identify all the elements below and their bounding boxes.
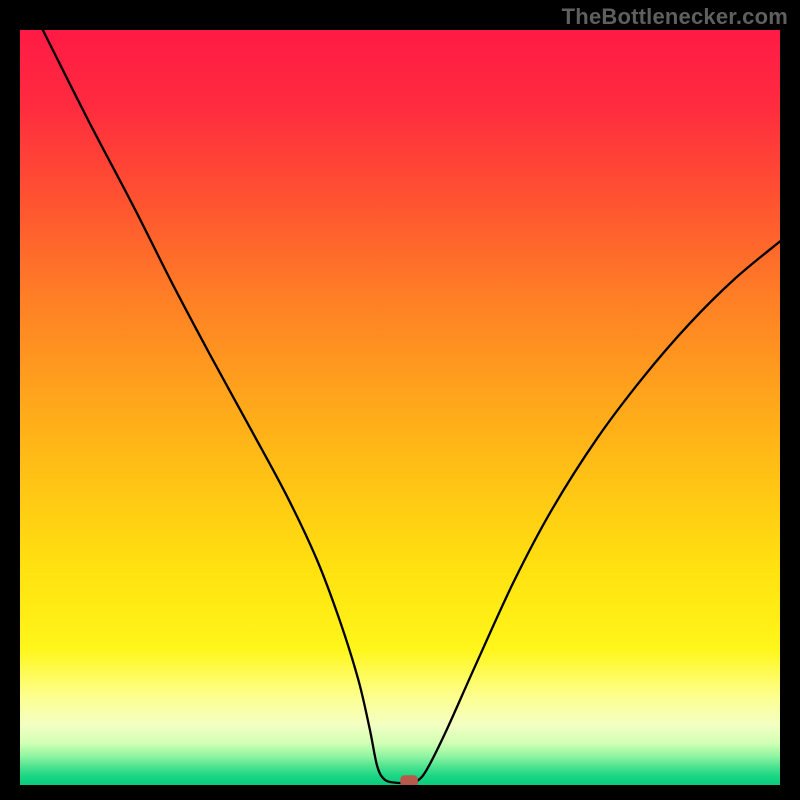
chart-plot-area	[20, 30, 780, 785]
watermark-text: TheBottlenecker.com	[562, 4, 788, 30]
chart-frame: TheBottlenecker.com	[0, 0, 800, 800]
current-config-marker	[400, 775, 417, 785]
chart-background	[20, 30, 780, 785]
chart-svg	[20, 30, 780, 785]
